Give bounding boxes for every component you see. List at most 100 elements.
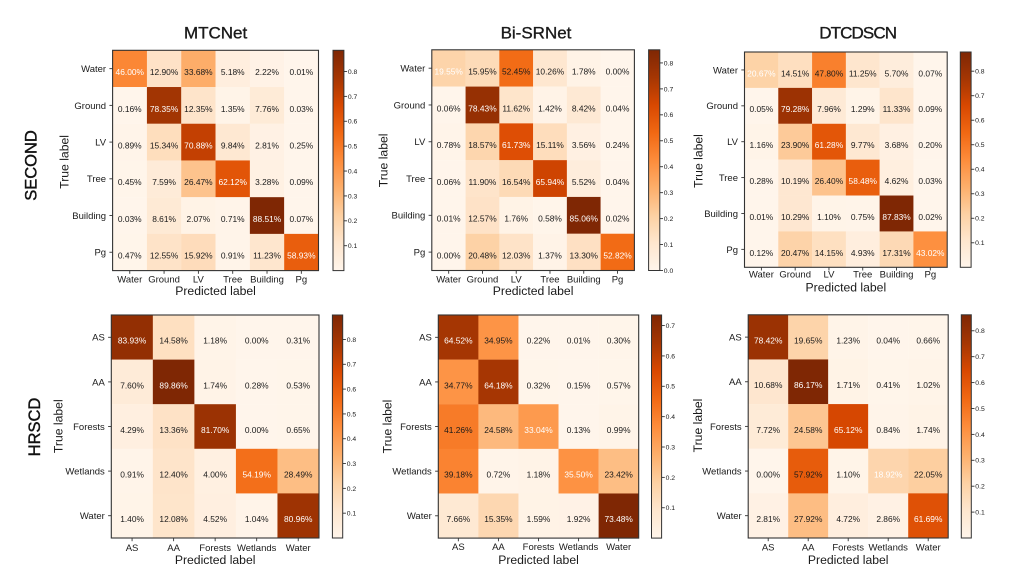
svg-text:1.35%: 1.35% [221, 104, 245, 114]
svg-text:46.00%: 46.00% [116, 67, 145, 77]
svg-text:0.00%: 0.00% [756, 469, 780, 479]
svg-text:0.06%: 0.06% [437, 103, 461, 113]
svg-text:0.1: 0.1 [348, 243, 358, 250]
svg-text:0.91%: 0.91% [120, 470, 144, 480]
svg-text:3.68%: 3.68% [885, 140, 909, 150]
svg-text:0.99%: 0.99% [607, 425, 631, 435]
svg-text:Predicted label: Predicted label [498, 553, 579, 567]
svg-text:0.28%: 0.28% [245, 380, 269, 390]
svg-text:Water: Water [400, 64, 425, 75]
svg-text:Wetlands: Wetlands [559, 542, 599, 553]
svg-text:0.03%: 0.03% [289, 104, 313, 114]
svg-text:0.15%: 0.15% [567, 380, 591, 390]
svg-text:58.48%: 58.48% [849, 176, 878, 186]
svg-text:1.37%: 1.37% [538, 251, 562, 261]
svg-text:20.47%: 20.47% [781, 248, 810, 258]
svg-text:15.95%: 15.95% [468, 67, 497, 77]
svg-text:0.12%: 0.12% [750, 248, 774, 258]
svg-text:Pg: Pg [924, 270, 936, 281]
svg-text:0.58%: 0.58% [538, 214, 562, 224]
svg-text:0.06%: 0.06% [437, 177, 461, 187]
svg-text:Pg: Pg [414, 248, 426, 259]
svg-text:Ground: Ground [467, 275, 499, 286]
svg-text:47.80%: 47.80% [815, 68, 844, 78]
svg-text:0.01%: 0.01% [567, 336, 591, 346]
svg-text:0.05%: 0.05% [750, 104, 774, 114]
svg-text:0.7: 0.7 [975, 93, 985, 100]
svg-text:AA: AA [802, 543, 815, 554]
svg-text:LV: LV [823, 270, 835, 281]
svg-text:5.18%: 5.18% [221, 67, 245, 77]
svg-text:0.66%: 0.66% [916, 336, 940, 346]
svg-text:1.18%: 1.18% [527, 470, 551, 480]
svg-text:0.91%: 0.91% [221, 251, 245, 261]
svg-text:34.77%: 34.77% [444, 380, 473, 390]
svg-text:AS: AS [452, 542, 465, 553]
svg-text:AS: AS [762, 543, 775, 554]
svg-text:0.5: 0.5 [347, 411, 357, 418]
svg-text:78.43%: 78.43% [468, 103, 497, 113]
svg-text:Predicted label: Predicted label [806, 281, 887, 295]
svg-text:AS: AS [419, 333, 432, 344]
svg-text:Water: Water [117, 275, 142, 286]
svg-text:0.45%: 0.45% [118, 177, 142, 187]
svg-text:0.3: 0.3 [666, 444, 676, 451]
svg-text:52.45%: 52.45% [502, 67, 531, 77]
svg-text:Wetlands: Wetlands [392, 467, 432, 478]
svg-text:10.19%: 10.19% [781, 176, 810, 186]
svg-text:True label: True label [691, 399, 705, 453]
svg-text:12.40%: 12.40% [159, 470, 188, 480]
svg-text:1.76%: 1.76% [504, 214, 528, 224]
svg-text:Water: Water [606, 542, 631, 553]
svg-text:Wetlands: Wetlands [237, 543, 277, 554]
svg-text:Ground: Ground [74, 101, 106, 112]
svg-text:0.09%: 0.09% [918, 104, 942, 114]
svg-text:Water: Water [286, 543, 311, 554]
svg-text:0.2: 0.2 [348, 218, 358, 225]
svg-text:True label: True label [51, 399, 65, 453]
svg-text:0.4: 0.4 [348, 168, 358, 175]
svg-text:AA: AA [729, 377, 742, 388]
svg-text:0.57%: 0.57% [607, 380, 631, 390]
svg-text:Pg: Pg [726, 245, 738, 256]
svg-text:7.66%: 7.66% [446, 514, 470, 524]
svg-text:0.6: 0.6 [975, 380, 985, 387]
svg-text:1.42%: 1.42% [538, 103, 562, 113]
svg-text:5.70%: 5.70% [885, 68, 909, 78]
svg-text:73.48%: 73.48% [604, 514, 633, 524]
svg-text:Tree: Tree [87, 174, 106, 185]
svg-text:DTCDSCN: DTCDSCN [819, 23, 896, 42]
svg-text:AS: AS [126, 543, 139, 554]
svg-text:0.04%: 0.04% [606, 103, 630, 113]
svg-text:4.93%: 4.93% [851, 248, 875, 258]
svg-text:Ground: Ground [779, 270, 811, 281]
svg-text:54.19%: 54.19% [242, 470, 271, 480]
svg-text:11.90%: 11.90% [469, 177, 497, 187]
svg-text:0.22%: 0.22% [527, 336, 551, 346]
svg-text:HRSCD: HRSCD [26, 398, 44, 457]
svg-text:15.34%: 15.34% [150, 140, 179, 150]
svg-text:13.36%: 13.36% [159, 425, 188, 435]
svg-text:Water: Water [916, 543, 941, 554]
svg-text:Predicted label: Predicted label [175, 553, 256, 567]
svg-text:28.49%: 28.49% [284, 470, 313, 480]
svg-text:22.05%: 22.05% [914, 469, 943, 479]
svg-text:0.03%: 0.03% [918, 176, 942, 186]
svg-text:12.08%: 12.08% [159, 514, 188, 524]
svg-text:57.92%: 57.92% [794, 469, 823, 479]
svg-text:1.92%: 1.92% [567, 514, 591, 524]
svg-text:0.47%: 0.47% [118, 251, 142, 261]
svg-text:11.25%: 11.25% [849, 68, 877, 78]
svg-text:34.95%: 34.95% [484, 336, 513, 346]
svg-text:True label: True label [58, 135, 72, 189]
svg-text:0.7: 0.7 [347, 362, 357, 369]
svg-text:89.86%: 89.86% [159, 380, 188, 390]
svg-text:0.1: 0.1 [975, 510, 985, 517]
svg-text:LV: LV [95, 137, 107, 148]
svg-text:Bi-SRNet: Bi-SRNet [501, 23, 572, 42]
svg-text:0.75%: 0.75% [851, 212, 875, 222]
svg-text:1.18%: 1.18% [203, 336, 227, 346]
svg-text:4.52%: 4.52% [203, 514, 227, 524]
svg-text:True label: True label [377, 134, 391, 188]
svg-text:Ground: Ground [706, 101, 738, 112]
